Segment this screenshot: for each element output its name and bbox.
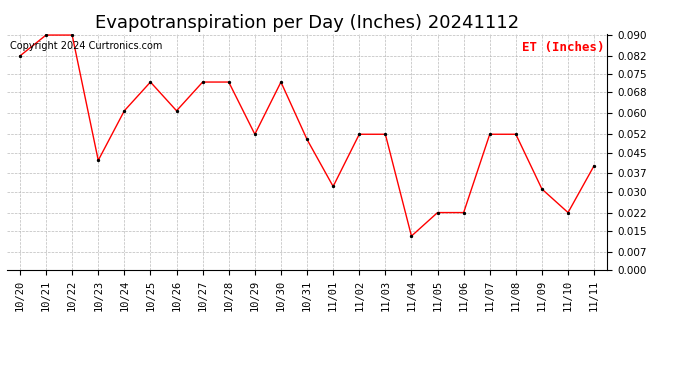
Point <box>432 210 443 216</box>
Point <box>589 163 600 169</box>
Point <box>14 53 26 59</box>
Point <box>171 108 182 114</box>
Point <box>511 131 522 137</box>
Point <box>328 183 339 189</box>
Point <box>249 131 260 137</box>
Point <box>536 186 547 192</box>
Point <box>224 79 235 85</box>
Point <box>41 32 52 38</box>
Title: Evapotranspiration per Day (Inches) 20241112: Evapotranspiration per Day (Inches) 2024… <box>95 14 519 32</box>
Point <box>67 32 78 38</box>
Point <box>380 131 391 137</box>
Point <box>354 131 365 137</box>
Point <box>119 108 130 114</box>
Text: ET (Inches): ET (Inches) <box>522 41 604 54</box>
Point <box>562 210 573 216</box>
Point <box>406 233 417 239</box>
Point <box>458 210 469 216</box>
Text: Copyright 2024 Curtronics.com: Copyright 2024 Curtronics.com <box>10 41 162 51</box>
Point <box>145 79 156 85</box>
Point <box>302 136 313 142</box>
Point <box>484 131 495 137</box>
Point <box>92 158 104 164</box>
Point <box>197 79 208 85</box>
Point <box>275 79 286 85</box>
